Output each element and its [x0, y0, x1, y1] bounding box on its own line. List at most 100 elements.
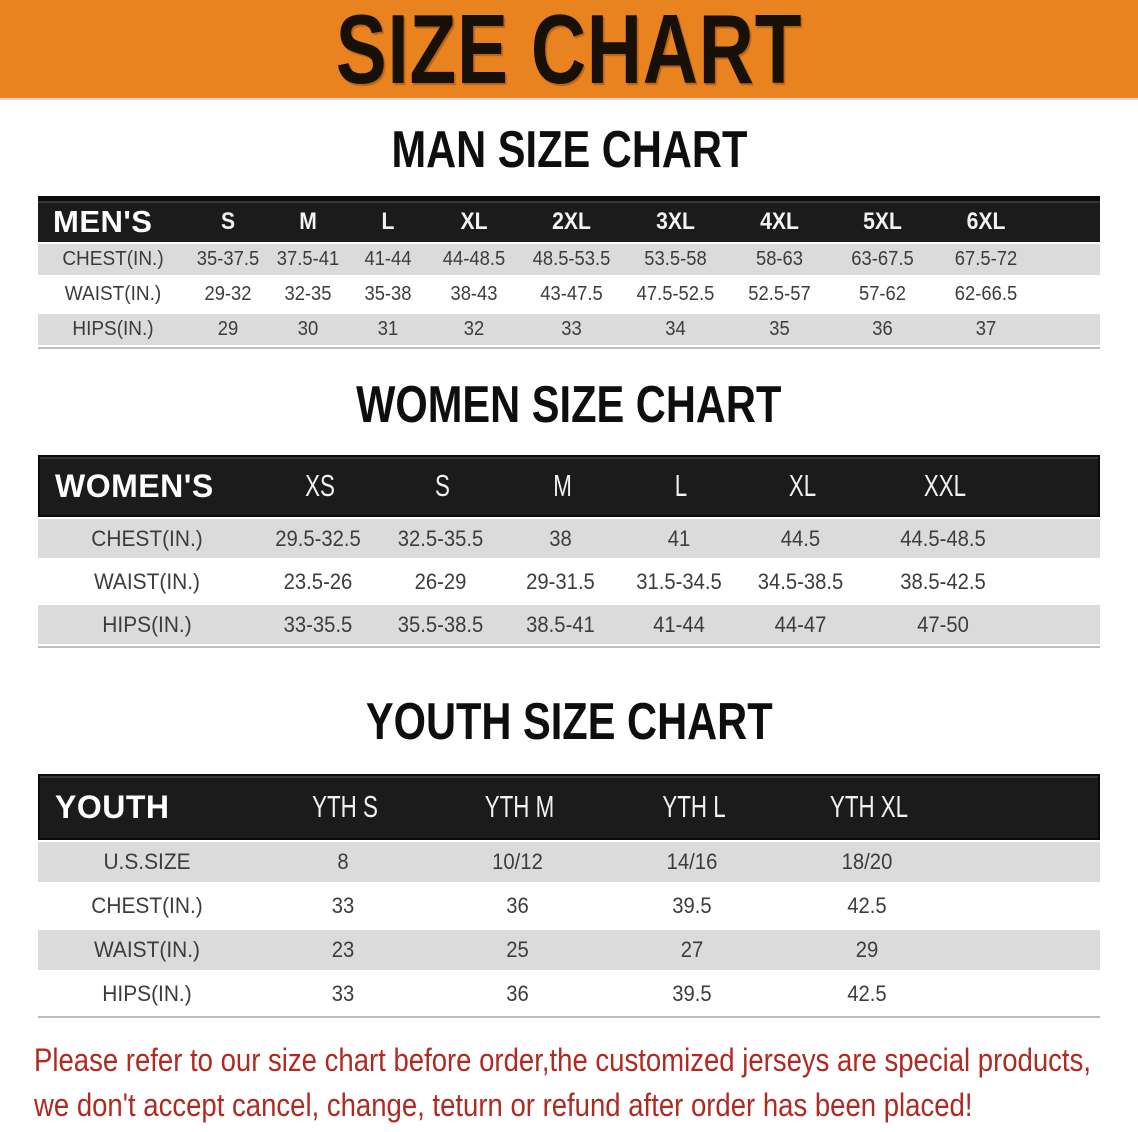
table-row: CHEST(IN.) 33 36 39.5 42.5: [38, 884, 1100, 928]
women-section-title: WOMEN SIZE CHART: [0, 379, 1138, 431]
table-row: HIPS(IN.) 33-35.5 35.5-38.5 38.5-41 41-44 44-…: [38, 603, 1100, 646]
row-label: WAIST(IN.): [93, 937, 201, 962]
size-value: 62-66.5: [954, 283, 1018, 305]
column-header: XS: [305, 468, 335, 503]
column-header: 3XL: [656, 207, 695, 235]
size-value: 23.5-26: [283, 568, 353, 594]
row-label: CHEST(IN.): [91, 525, 203, 551]
size-value: 8: [337, 849, 349, 874]
table-corner-label: WOMEN'S: [55, 467, 214, 504]
table-row: HIPS(IN.) 29 30 31 32 33 34 35 36 37: [38, 312, 1100, 347]
size-value: 35-38: [364, 283, 412, 305]
size-value: 63-67.5: [851, 248, 914, 270]
disclaimer-line-2: we don't accept cancel, change, teturn o…: [34, 1087, 973, 1123]
size-value: 35.5-38.5: [397, 611, 484, 637]
size-value: 38: [549, 525, 572, 551]
table-row: WAIST(IN.) 29-32 32-35 35-38 38-43 43-47.5 47.…: [38, 277, 1100, 312]
column-header: 2XL: [552, 207, 591, 235]
men-size-table: MEN'S S M L XL 2XL 3XL 4XL 5XL 6XL CHEST(IN.) 35-37…: [38, 196, 1100, 349]
size-value: 35-37.5: [196, 248, 260, 270]
row-label: CHEST(IN.): [91, 893, 203, 918]
size-value: 32-35: [284, 283, 332, 305]
column-header: YTH XL: [829, 789, 909, 824]
size-value: 30: [297, 318, 319, 340]
column-header: 5XL: [863, 207, 902, 235]
size-value: 41-44: [653, 611, 705, 637]
table-corner-label: MEN'S: [53, 203, 153, 239]
banner-title: SIZE CHART: [335, 0, 803, 104]
size-value: 44-48.5: [442, 248, 506, 270]
size-value: 31.5-34.5: [636, 568, 722, 594]
size-value: 52.5-57: [748, 283, 811, 305]
size-value: 58-63: [755, 248, 804, 270]
table-row: U.S.SIZE 8 10/12 14/16 18/20: [38, 840, 1100, 884]
size-value: 31: [377, 318, 399, 340]
size-value: 38.5-41: [526, 611, 595, 637]
size-value: 14/16: [666, 849, 718, 874]
column-header: M: [299, 207, 317, 235]
size-value: 38.5-42.5: [900, 568, 986, 594]
size-value: 29-32: [204, 283, 252, 305]
women-size-table: WOMEN'S XS S M L XL XXL CHEST(IN.) 29.5-32.5 32.5…: [38, 455, 1100, 648]
size-value: 32: [463, 318, 485, 340]
size-value: 67.5-72: [954, 248, 1018, 270]
column-header: XL: [788, 468, 817, 503]
table-header-row: YOUTH YTH S YTH M YTH L YTH XL: [38, 774, 1100, 840]
column-header: XL: [460, 207, 488, 235]
size-value: 57-62: [858, 283, 907, 305]
size-value: 29-31.5: [526, 568, 595, 594]
table-header-row: MEN'S S M L XL 2XL 3XL 4XL 5XL 6XL: [38, 196, 1100, 242]
column-header: YTH M: [484, 789, 555, 824]
row-label: HIPS(IN.): [102, 981, 192, 1006]
column-header: S: [220, 207, 236, 235]
column-header: L: [381, 207, 395, 235]
table-header-row: WOMEN'S XS S M L XL XXL: [38, 455, 1100, 517]
column-header: XXL: [923, 468, 967, 503]
size-value: 47-50: [917, 611, 969, 637]
table-corner-label: YOUTH: [55, 788, 170, 825]
table-row: HIPS(IN.) 33 36 39.5 42.5: [38, 972, 1100, 1016]
size-value: 44.5: [780, 525, 821, 551]
size-value: 44-47: [774, 611, 827, 637]
column-header: M: [553, 468, 572, 503]
size-value: 39.5: [672, 981, 712, 1006]
size-value: 37: [975, 318, 997, 340]
column-header: 4XL: [760, 207, 799, 235]
size-value: 29: [217, 318, 239, 340]
column-header: YTH L: [662, 789, 726, 824]
size-value: 23: [331, 937, 355, 962]
table-row: WAIST(IN.) 23.5-26 26-29 29-31.5 31.5-34.5 34…: [38, 560, 1100, 603]
size-value: 34.5-38.5: [757, 568, 844, 594]
size-value: 53.5-58: [644, 248, 707, 270]
size-value: 38-43: [450, 283, 498, 305]
size-value: 37.5-41: [276, 248, 340, 270]
size-value: 36: [506, 893, 529, 918]
size-value: 29: [855, 937, 879, 962]
size-value: 43-47.5: [540, 283, 603, 305]
size-value: 48.5-53.5: [532, 248, 611, 270]
row-label: HIPS(IN.): [72, 318, 154, 340]
size-value: 39.5: [672, 893, 712, 918]
size-value: 33: [331, 981, 355, 1006]
row-label: CHEST(IN.): [62, 248, 164, 270]
size-chart-banner: SIZE CHART: [0, 0, 1138, 100]
size-value: 27: [680, 937, 704, 962]
size-value: 26-29: [414, 568, 467, 594]
size-value: 32.5-35.5: [397, 525, 484, 551]
column-header: L: [674, 468, 688, 503]
size-value: 33-35.5: [283, 611, 353, 637]
size-value: 36: [506, 981, 529, 1006]
table-row: CHEST(IN.) 35-37.5 37.5-41 41-44 44-48.5 48.5…: [38, 242, 1100, 277]
table-row: CHEST(IN.) 29.5-32.5 32.5-35.5 38 41 44.5 44.5…: [38, 517, 1100, 560]
youth-size-section: YOUTH SIZE CHART YOUTH YTH S YTH M YTH L YTH…: [0, 696, 1138, 1018]
disclaimer: Please refer to our size chart before or…: [34, 1038, 1138, 1128]
size-value: 44.5-48.5: [900, 525, 986, 551]
size-value: 41: [667, 525, 691, 551]
size-value: 35: [769, 318, 790, 340]
row-label: WAIST(IN.): [93, 568, 201, 594]
size-value: 18/20: [841, 849, 893, 874]
disclaimer-line-1: Please refer to our size chart before or…: [34, 1042, 1091, 1078]
men-section-title: MAN SIZE CHART: [0, 124, 1138, 176]
size-value: 33: [331, 893, 355, 918]
size-value: 25: [506, 937, 529, 962]
